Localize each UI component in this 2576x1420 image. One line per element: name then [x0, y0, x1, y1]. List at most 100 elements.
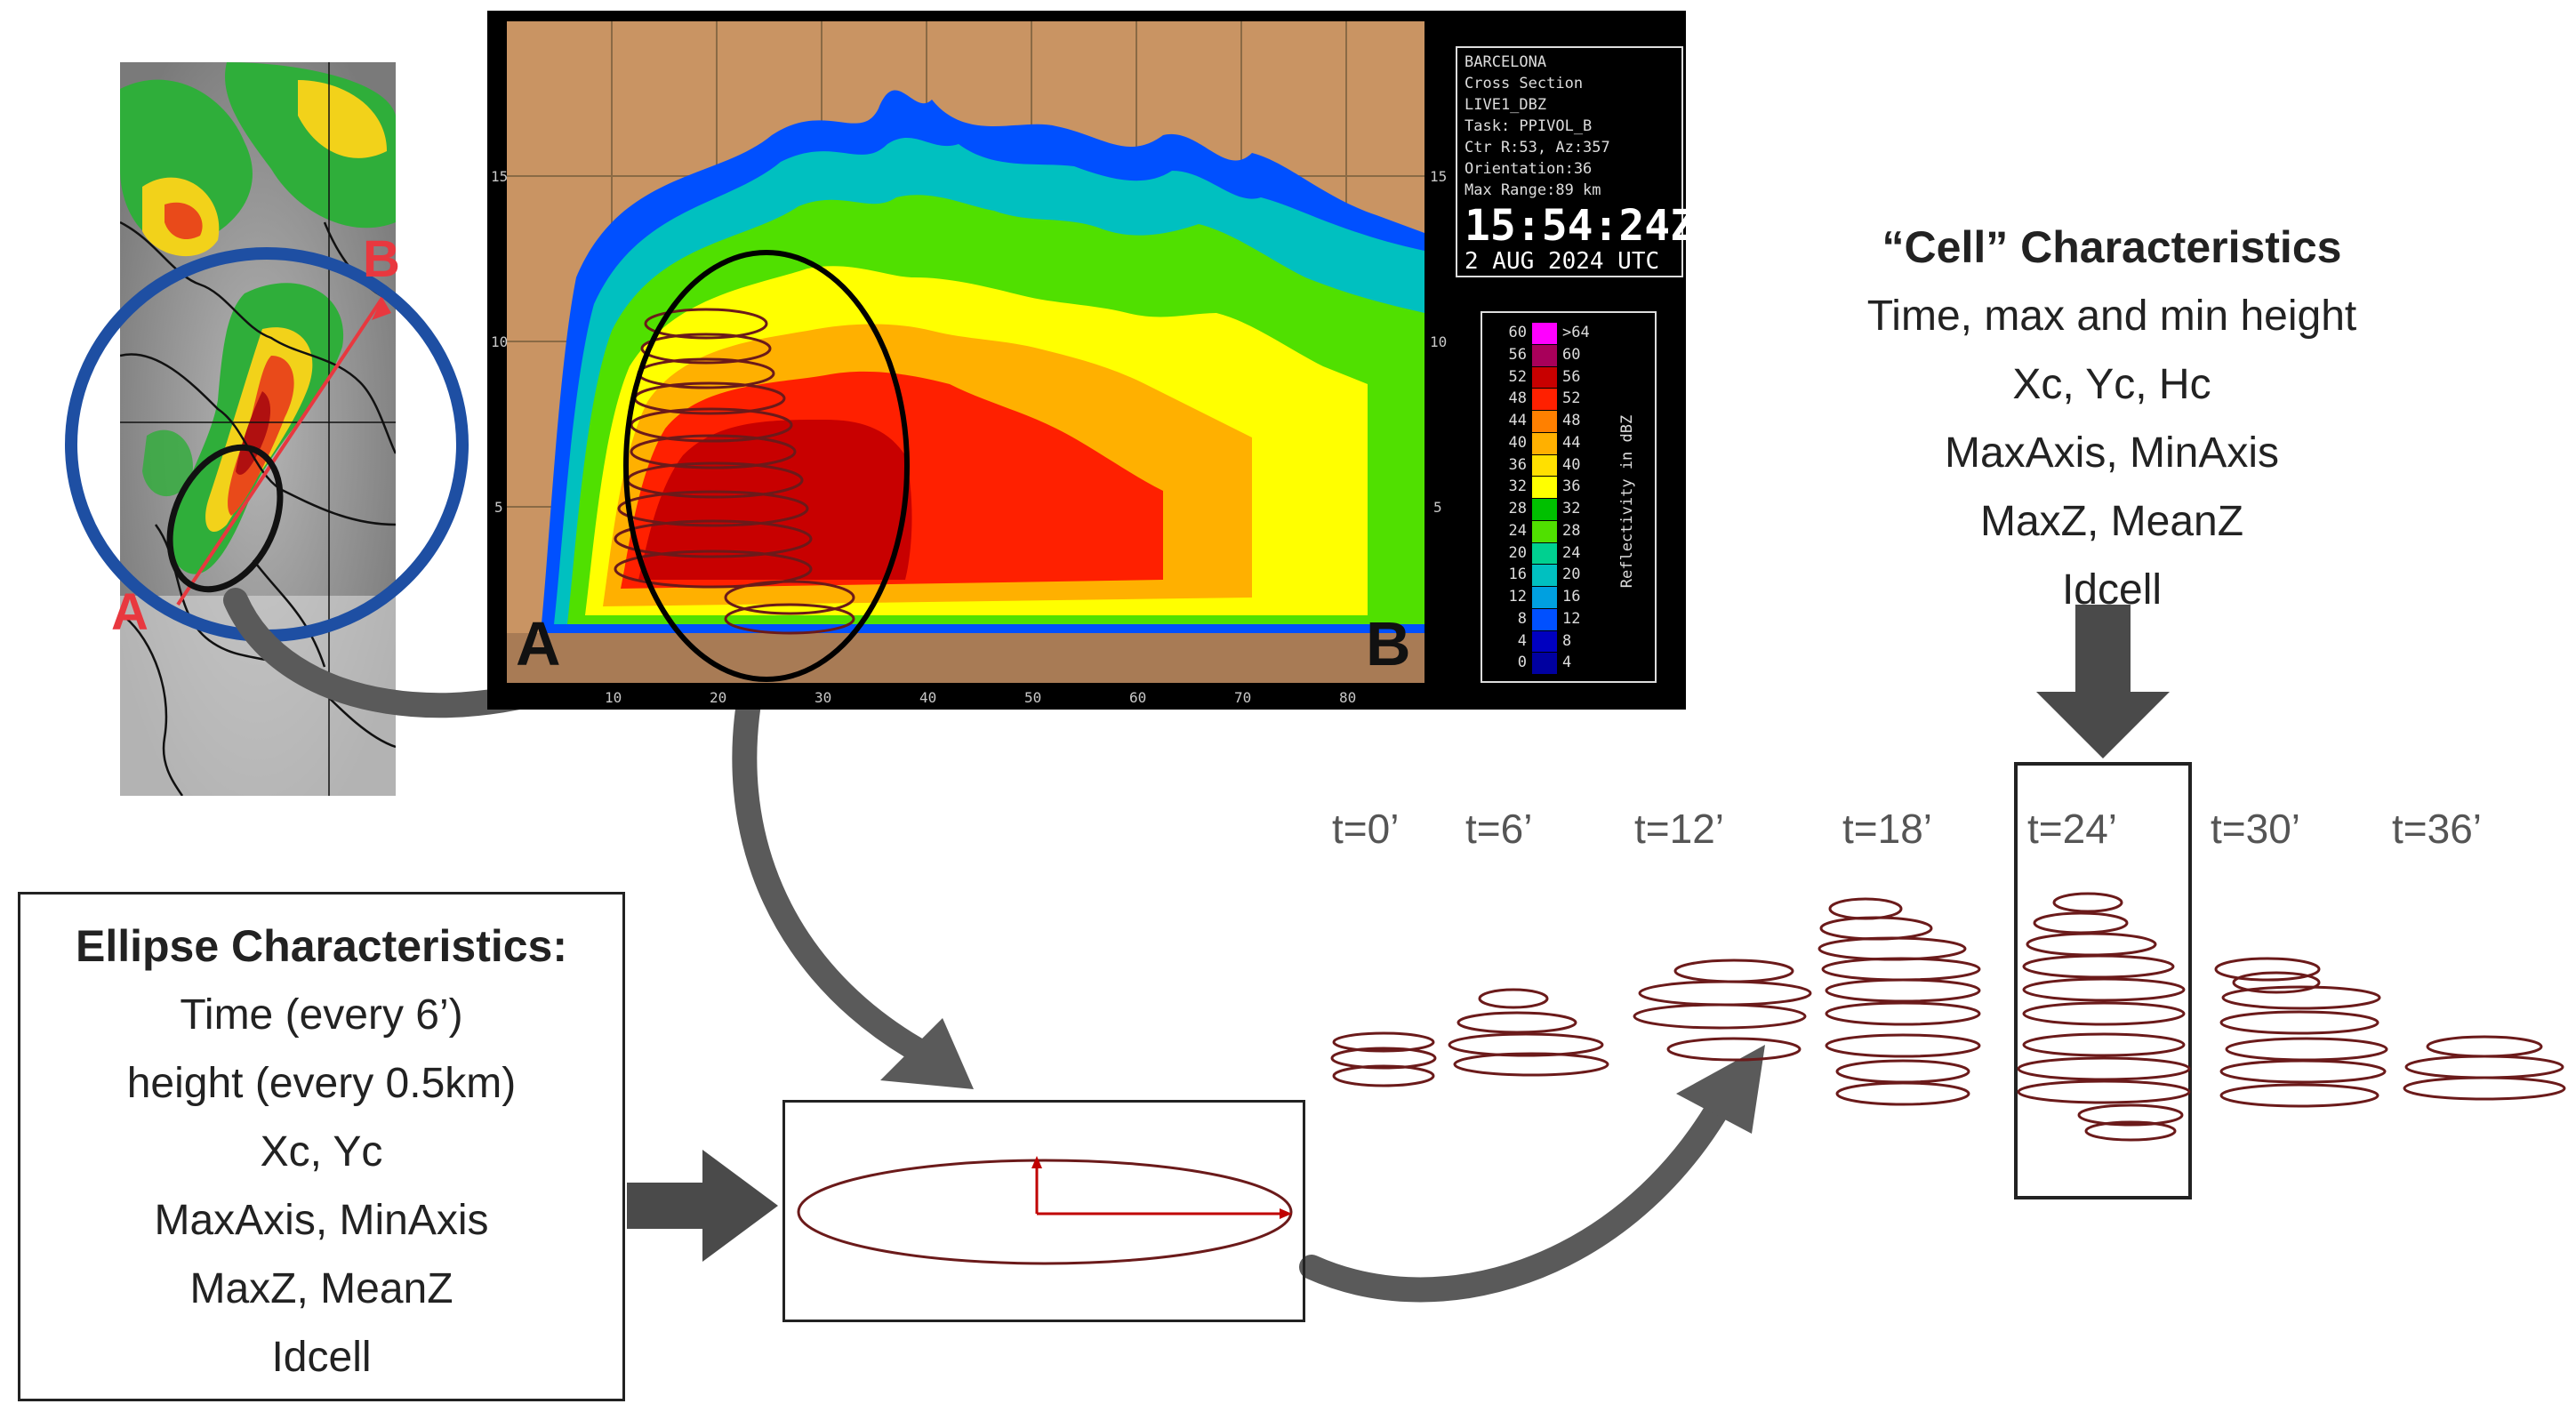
- cross-section-plot: 10 20 30 40 50 60 70 80 15 10 5 15 10 5: [491, 21, 1447, 706]
- time-label: t=0’: [1332, 806, 1400, 852]
- colorbar-left-value: 28: [1508, 500, 1527, 517]
- colorbar-swatch: [1532, 344, 1557, 366]
- ellipse-char-line: MaxAxis, MinAxis: [154, 1197, 489, 1244]
- cell-stack-t6: [1448, 988, 1609, 1077]
- colorbar-right-value: 56: [1562, 367, 1581, 386]
- colorbar-row: 56 60: [1495, 344, 1610, 366]
- radar-map-graphic: [120, 62, 396, 796]
- single-ellipse-diagram: [797, 1156, 1293, 1265]
- colorbar-swatch: [1532, 432, 1557, 454]
- colorbar-right-value: 60: [1562, 345, 1581, 364]
- curved-arrow-xsec-to-ellipse-head: [880, 1018, 974, 1089]
- colorbar-swatch: [1532, 454, 1557, 477]
- y-tick-right: 15: [1430, 168, 1447, 185]
- y-tick-right: 10: [1430, 333, 1447, 350]
- y-axis-ticks: 15 10 5 15 10 5: [491, 168, 1447, 516]
- colorbar-left-value: 32: [1508, 477, 1527, 496]
- colorbar-right-value: 8: [1562, 631, 1572, 650]
- cell-char-line: Xc, Yc, Hc: [2012, 361, 2211, 408]
- colorbar-swatch: [1532, 477, 1557, 498]
- y-tick: 5: [494, 499, 503, 516]
- colorbar-swatch: [1532, 520, 1557, 542]
- x-tick: 40: [919, 689, 936, 706]
- cell-char-line: MaxZ, MeanZ: [1979, 498, 2244, 545]
- cell-stack-t18: [1818, 897, 1981, 1106]
- colorbar-swatch: [1532, 630, 1557, 653]
- colorbar-row: 44 48: [1495, 410, 1610, 432]
- ellipse-characteristics-box: Ellipse Characteristics: Time (every 6’)…: [18, 892, 625, 1401]
- colorbar-swatch: [1532, 542, 1557, 565]
- straight-arrow-head: [702, 1150, 778, 1262]
- y-tick: 10: [491, 333, 508, 350]
- time-label: t=30’: [2211, 806, 2301, 852]
- info-task: Task: PPIVOL_B: [1465, 117, 1593, 135]
- region-borders: [120, 62, 396, 796]
- colorbar-right-value: 12: [1562, 609, 1581, 628]
- colorbar-right-value: 16: [1562, 588, 1581, 606]
- straight-arrow-shaft: [627, 1183, 702, 1229]
- colorbar-left-value: 48: [1508, 389, 1527, 408]
- colorbar-row: 40 44: [1495, 432, 1610, 454]
- reflectivity-colorbar: 60 >64 56 60 52 56 48 52 44 48 40 44 36 40 32 36 28 32 24 2…: [1481, 311, 1657, 683]
- single-ellipse: [797, 1159, 1293, 1265]
- colorbar-row: 28 32: [1495, 498, 1610, 520]
- colorbar-left-value: 52: [1508, 367, 1527, 386]
- cell-char-line: Time, max and min height: [1866, 293, 2357, 340]
- colorbar-swatch: [1532, 587, 1557, 608]
- colorbar-left-value: 16: [1508, 566, 1527, 584]
- time-label: t=36’: [2392, 806, 2483, 852]
- cell-characteristics-title: “Cell” Characteristics: [1882, 222, 2342, 272]
- cell-characteristics: “Cell” Characteristics Time, max and min…: [1765, 213, 2459, 624]
- curved-arrow-ellipse-to-timeline: [1299, 1099, 1729, 1303]
- y-tick-right: 5: [1433, 499, 1442, 516]
- radar-map: [120, 62, 396, 796]
- cell-char-line: MaxAxis, MinAxis: [1944, 429, 2280, 477]
- colorbar-row: 20 24: [1495, 542, 1610, 565]
- cell-stack-t12: [1633, 959, 1812, 1062]
- colorbar-left-value: 8: [1517, 609, 1527, 628]
- colorbar-left-value: 56: [1508, 345, 1527, 364]
- colorbar-left-value: 60: [1508, 324, 1527, 341]
- curved-arrow-ellipse-to-timeline-head: [1676, 1045, 1765, 1134]
- colorbar-swatch: [1532, 323, 1557, 344]
- colorbar-row: 52 56: [1495, 366, 1610, 389]
- colorbar-row: 60 >64: [1495, 322, 1610, 344]
- radar-info-box: BARCELONA Cross Section LIVE1_DBZ Task: …: [1456, 46, 1697, 277]
- colorbar-right-value: 52: [1562, 389, 1581, 408]
- colorbar-swatch: [1532, 411, 1557, 432]
- cell-stack-t30: [2214, 957, 2388, 1108]
- info-max-range: Max Range:89 km: [1465, 181, 1601, 199]
- major-axis-arrowhead: [1280, 1208, 1292, 1219]
- colorbar-left-value: 24: [1508, 521, 1527, 540]
- cell-stack-t0: [1330, 1031, 1437, 1087]
- ellipse-char-line: height (every 0.5km): [126, 1060, 517, 1107]
- colorbar-row: 48 52: [1495, 388, 1610, 410]
- x-tick: 70: [1234, 689, 1251, 706]
- colorbar-left-value: 20: [1508, 543, 1527, 562]
- colorbar-left-value: 4: [1517, 631, 1527, 650]
- x-tick: 20: [710, 689, 726, 706]
- cross-section-line: [176, 296, 384, 606]
- cell-stack-t36: [2403, 1035, 2566, 1101]
- colorbar-swatch: [1532, 389, 1557, 410]
- cell-stack-t24: [2017, 892, 2191, 1142]
- ellipse-char-line: Xc, Yc: [260, 1128, 383, 1175]
- precip-echoes: [120, 62, 396, 574]
- cross-section-panel: 10 20 30 40 50 60 70 80 15 10 5 15 10 5: [487, 11, 1686, 710]
- colorbar-right-value: 28: [1562, 521, 1581, 540]
- colorbar-swatch: [1532, 653, 1557, 674]
- map-cell-ellipse: [166, 444, 284, 593]
- x-tick: 60: [1129, 689, 1146, 706]
- time-label: t=24’: [2027, 806, 2118, 852]
- x-tick: 80: [1339, 689, 1356, 706]
- cell-char-line: Idcell: [2061, 566, 2163, 614]
- colorbar-left-value: 0: [1517, 654, 1527, 672]
- colorbar-row: 12 16: [1495, 586, 1610, 608]
- highlight-box-t24: [2014, 762, 2192, 1199]
- info-field: LIVE1_DBZ: [1465, 96, 1547, 114]
- info-time: 15:54:24Z: [1465, 201, 1697, 251]
- ellipse-char-line: Time (every 6’): [180, 991, 463, 1039]
- colorbar-row: 16 20: [1495, 564, 1610, 586]
- info-site: BARCELONA: [1465, 53, 1547, 71]
- ellipse-char-line: MaxZ, MeanZ: [189, 1265, 453, 1312]
